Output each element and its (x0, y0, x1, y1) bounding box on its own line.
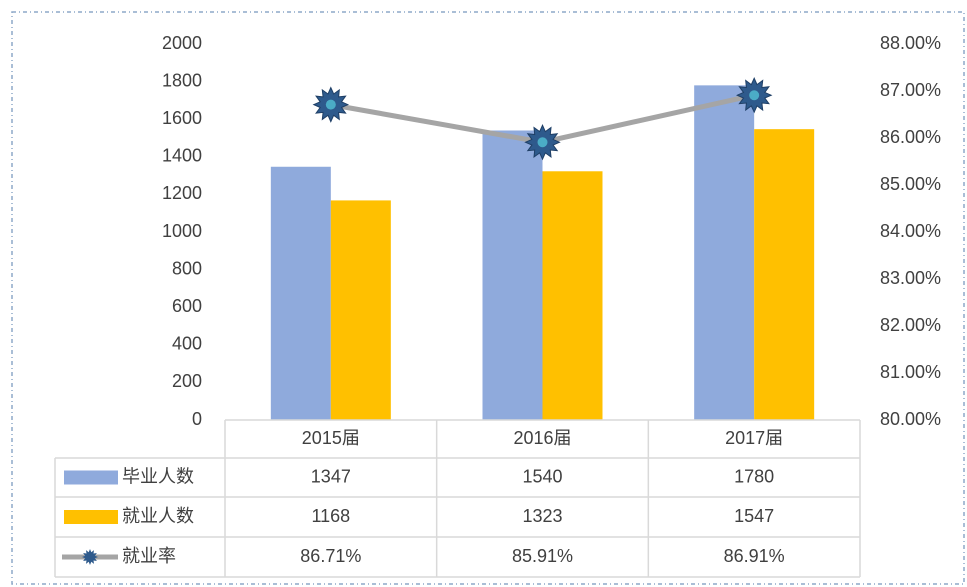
legend-key (64, 510, 118, 524)
y-tick-label: 1400 (162, 146, 202, 166)
y2-tick-label: 87.00% (880, 80, 941, 100)
x-tick-label: 2015届 (302, 428, 360, 448)
y-tick-label: 0 (192, 409, 202, 429)
y-tick-label: 1200 (162, 183, 202, 203)
bar (330, 200, 391, 420)
y2-tick-label: 86.00% (880, 127, 941, 147)
y-tick-label: 800 (172, 258, 202, 278)
y2-tick-label: 83.00% (880, 268, 941, 288)
table-value: 1347 (311, 466, 351, 486)
line-marker-center (749, 90, 760, 101)
y2-tick-label: 80.00% (880, 409, 941, 429)
legend-key-marker (82, 549, 98, 565)
table-value: 1540 (522, 466, 562, 486)
table-value: 86.91% (724, 546, 785, 566)
y2-tick-label: 81.00% (880, 362, 941, 382)
y2-tick-label: 82.00% (880, 315, 941, 335)
line-marker-center (325, 99, 336, 110)
line-marker-center (537, 137, 548, 148)
chart-border (11, 11, 965, 585)
table-value: 1323 (522, 506, 562, 526)
y-tick-label: 1000 (162, 221, 202, 241)
y-tick-label: 1600 (162, 108, 202, 128)
y2-tick-label: 88.00% (880, 33, 941, 53)
table-value: 85.91% (512, 546, 573, 566)
legend-label: 就业人数 (122, 506, 194, 526)
y2-tick-label: 84.00% (880, 221, 941, 241)
legend-label: 就业率 (122, 546, 176, 566)
bar (542, 171, 603, 420)
y-tick-label: 400 (172, 334, 202, 354)
y-tick-label: 1800 (162, 70, 202, 90)
bar (270, 166, 331, 420)
table-value: 1168 (311, 506, 350, 526)
bar (694, 85, 755, 421)
bar (754, 129, 815, 420)
legend-key (64, 470, 118, 485)
y-tick-label: 2000 (162, 33, 202, 53)
table-value: 86.71% (300, 546, 361, 566)
table-value: 1780 (734, 466, 774, 486)
bar (482, 130, 543, 421)
y-tick-label: 600 (172, 296, 202, 316)
legend-label: 毕业人数 (122, 466, 194, 486)
y2-tick-label: 85.00% (880, 174, 941, 194)
y-tick-label: 200 (172, 371, 202, 391)
x-tick-label: 2016届 (513, 428, 571, 448)
table-value: 1547 (734, 506, 774, 526)
x-tick-label: 2017届 (725, 428, 783, 448)
